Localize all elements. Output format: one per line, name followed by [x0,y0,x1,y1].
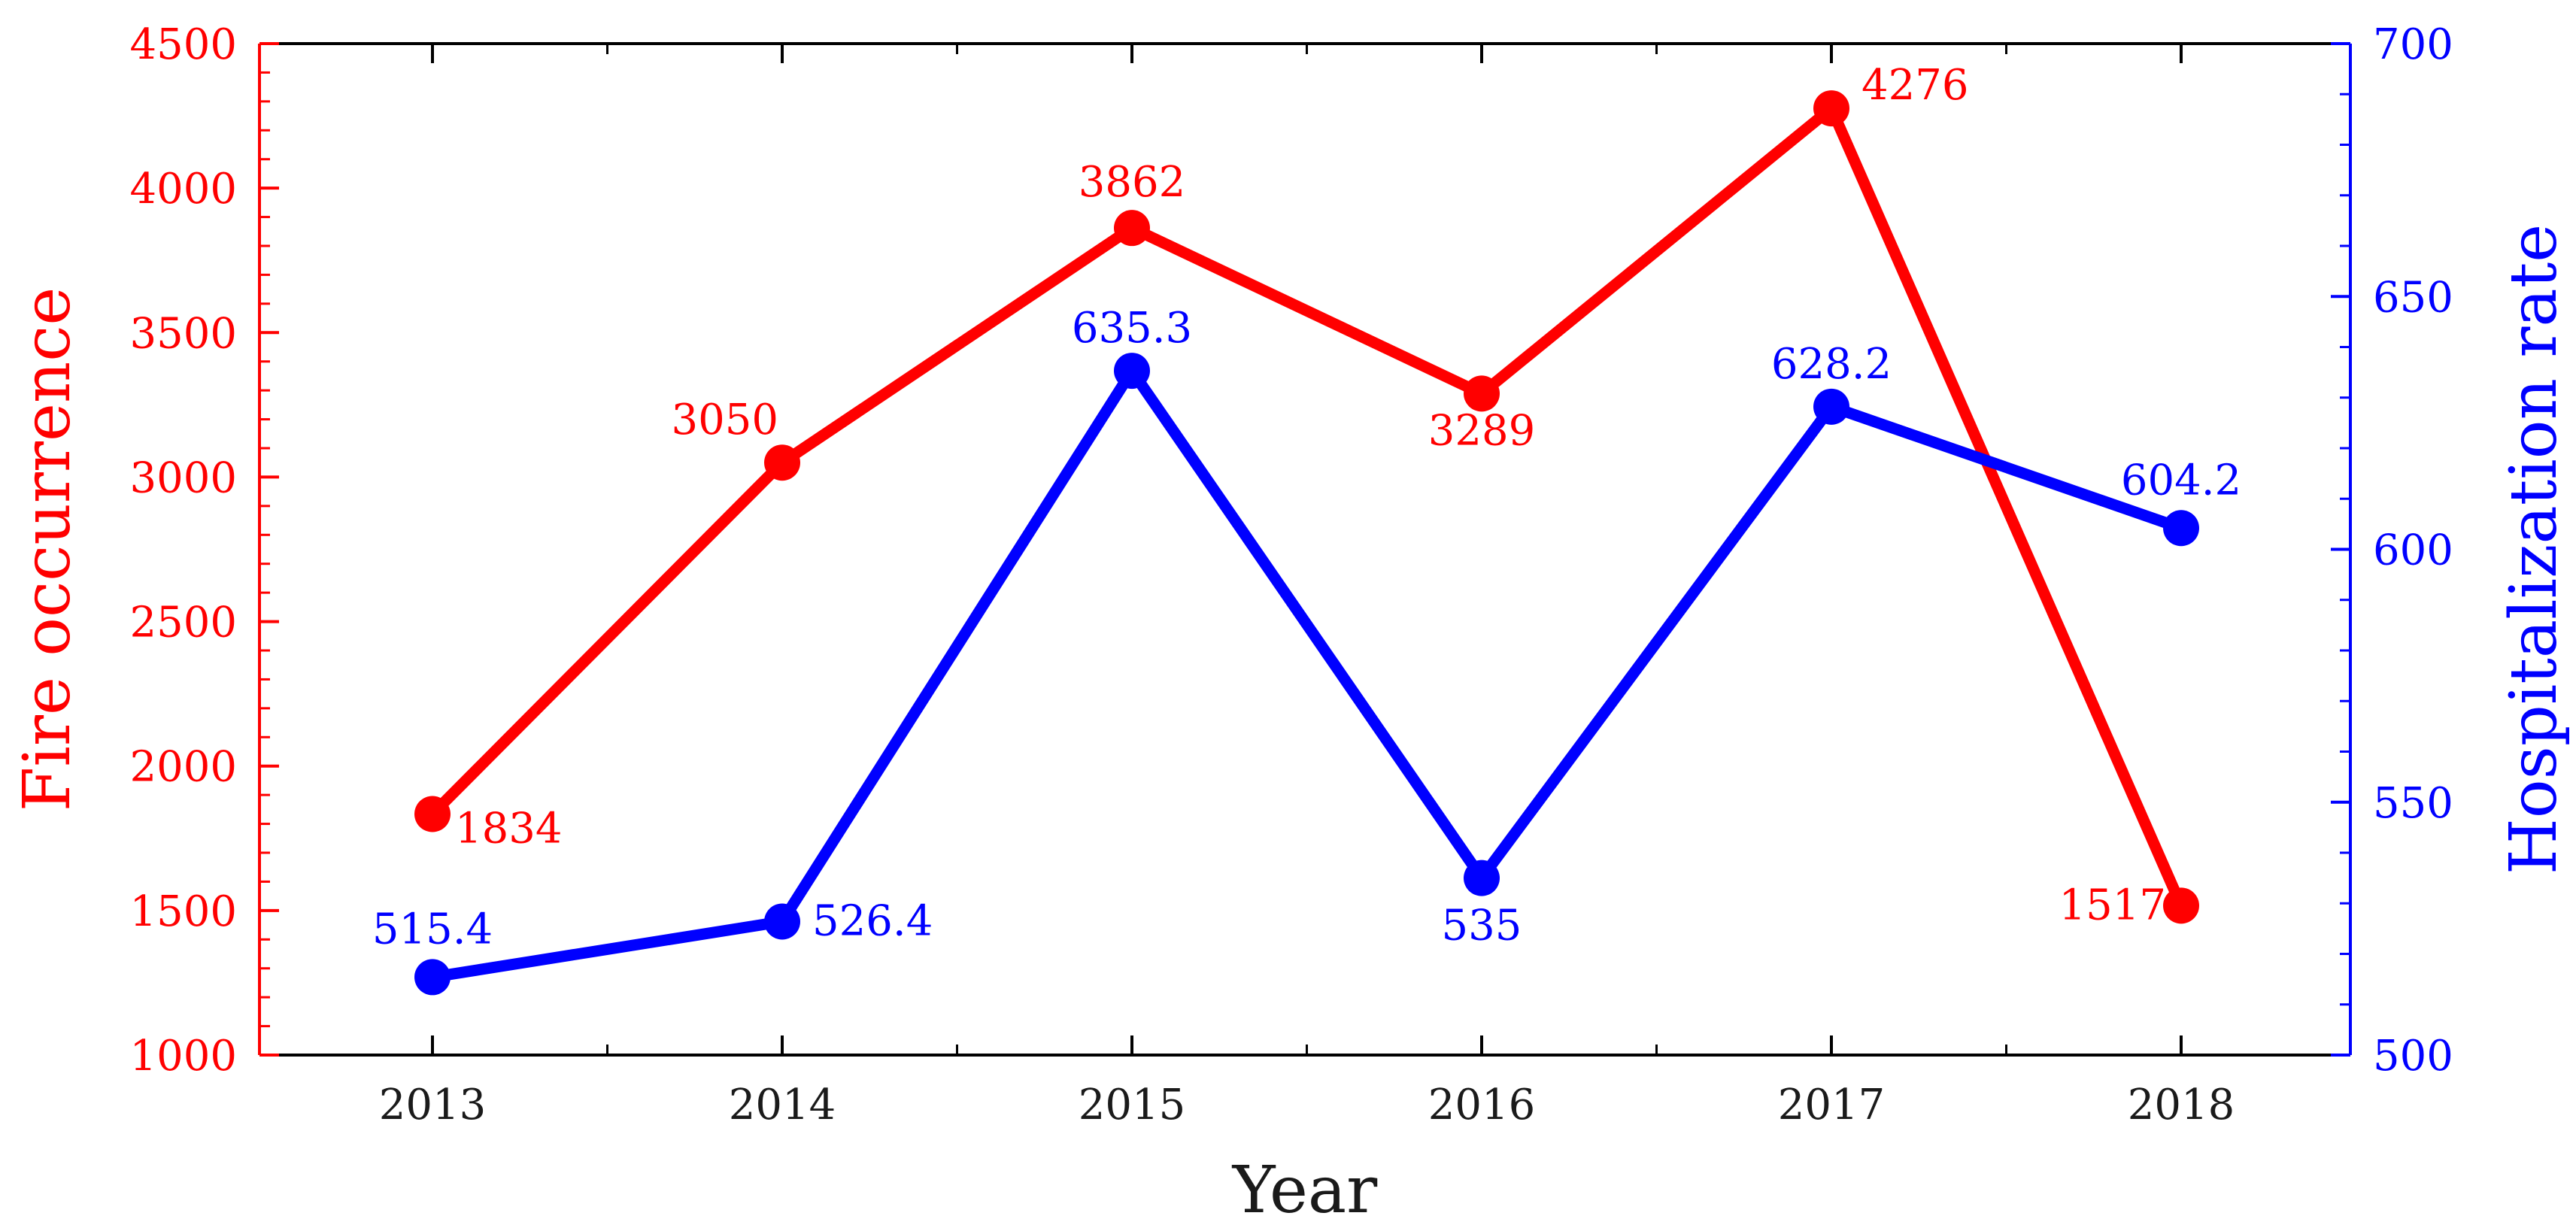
right-y-tick-label: 550 [2373,779,2453,828]
left-y-tick-label: 2500 [129,599,237,647]
series-line-left [428,102,2186,908]
data-label-left: 3862 [1079,158,1186,207]
data-label-right: 604.2 [2121,456,2241,505]
data-point-left [1114,210,1150,247]
series-lines [428,102,2186,983]
axis-ticks: 2013 2014 2015 2016 2017 2018 1000 1500 2000 2500… [129,20,2453,1129]
data-point-left [764,444,800,481]
x-tick-label: 2015 [1079,1081,1186,1129]
data-label-right: 628.2 [1771,340,1892,389]
data-point-right [414,959,451,996]
series-line-right [431,365,2183,983]
data-point-right [764,903,800,940]
right-y-tick-label: 500 [2373,1032,2453,1081]
data-point-left [2163,887,2199,924]
x-axis-title: Year [1232,1153,1378,1228]
x-tick-label: 2013 [379,1081,487,1129]
x-tick-label: 2014 [729,1081,836,1129]
left-y-tick-label: 3500 [129,309,237,358]
x-tick-label: 2017 [1778,1081,1886,1129]
data-label-right: 526.4 [812,896,933,945]
data-label-left: 3289 [1428,406,1536,455]
data-label-left: 4276 [1861,61,1969,110]
data-label-right: 635.3 [1072,304,1192,353]
data-label-right: 515.4 [372,905,493,954]
data-point-left [414,796,451,832]
left-y-tick-label: 4500 [129,20,237,69]
data-label-left: 3050 [671,396,778,444]
data-label-left: 1834 [455,805,563,854]
left-y-tick-label: 4000 [129,165,237,214]
right-y-axis-title: Hospitalization rate [2496,224,2571,875]
data-point-right [2163,510,2199,547]
data-point-right [1114,353,1150,390]
left-y-tick-label: 2000 [129,743,237,792]
x-tick-label: 2016 [1428,1081,1536,1129]
data-point-right [1464,860,1500,896]
data-point-right [1813,388,1849,425]
data-label-right: 535 [1442,902,1522,951]
series-points [414,90,2199,996]
x-tick-label: 2018 [2128,1081,2235,1129]
left-y-tick-label: 3000 [129,453,237,502]
data-label-left: 1517 [2059,881,2166,929]
data-point-left [1464,375,1500,412]
data-point-left [1813,90,1849,127]
left-y-axis-title: Fire occurrence [10,287,85,812]
left-y-tick-label: 1500 [129,887,237,936]
left-y-tick-label: 1000 [129,1032,237,1081]
plot-frame [258,42,2352,1057]
data-labels: 1834 3050 3862 3289 4276 1517 515.4 526.4 635.3 5… [372,61,2241,954]
right-y-tick-label: 700 [2373,20,2453,69]
right-y-tick-label: 650 [2373,273,2453,322]
right-y-tick-label: 600 [2373,526,2453,575]
